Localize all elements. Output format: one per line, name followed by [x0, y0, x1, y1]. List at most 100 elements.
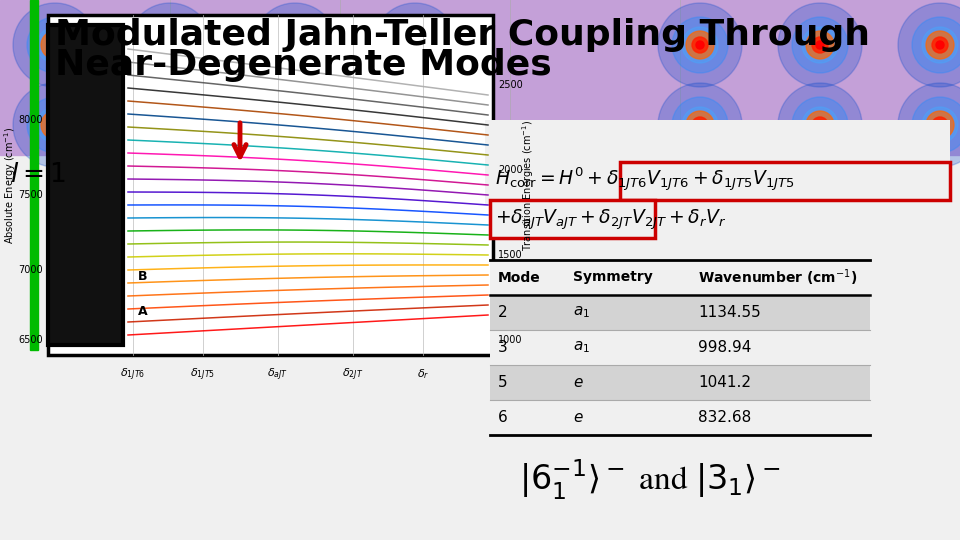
Circle shape [287, 37, 303, 53]
Circle shape [407, 37, 423, 53]
Bar [490, 400, 870, 435]
Text: 2: 2 [498, 305, 508, 320]
Bar [0, 0, 960, 155]
Text: 998.94: 998.94 [698, 340, 752, 355]
Circle shape [926, 111, 954, 139]
Circle shape [142, 17, 198, 73]
Circle shape [37, 27, 73, 63]
Text: $H_{\mathrm{corr}} = H^0 + \delta_{1JT6}V_{1JT6} + \delta_{1JT5}V_{1JT5}$: $H_{\mathrm{corr}} = H^0 + \delta_{1JT6}… [495, 166, 795, 194]
Text: $\delta_{1JT5}$: $\delta_{1JT5}$ [190, 367, 216, 383]
Circle shape [373, 3, 457, 87]
Circle shape [692, 117, 708, 133]
Text: 7500: 7500 [18, 190, 43, 200]
Circle shape [37, 107, 73, 143]
Circle shape [27, 17, 83, 73]
Circle shape [936, 121, 944, 129]
Circle shape [922, 27, 958, 63]
Circle shape [778, 83, 862, 167]
Text: 832.68: 832.68 [698, 410, 752, 425]
Circle shape [166, 121, 174, 129]
Circle shape [267, 97, 323, 153]
Text: Wavenumber (cm$^{-1}$): Wavenumber (cm$^{-1}$) [698, 267, 857, 288]
Text: $\delta_r$: $\delta_r$ [417, 367, 429, 381]
Text: Modulated Jahn-Teller Coupling Through: Modulated Jahn-Teller Coupling Through [55, 18, 870, 52]
Circle shape [802, 27, 838, 63]
Circle shape [672, 17, 728, 73]
Circle shape [47, 117, 63, 133]
Circle shape [682, 107, 718, 143]
Circle shape [387, 17, 443, 73]
Circle shape [156, 111, 184, 139]
Text: B: B [138, 270, 148, 283]
Circle shape [411, 41, 419, 49]
Text: Mode: Mode [498, 271, 540, 285]
Text: $\delta_{2JT}$: $\delta_{2JT}$ [343, 367, 364, 383]
Circle shape [802, 107, 838, 143]
Text: 3: 3 [498, 340, 508, 355]
Circle shape [696, 121, 704, 129]
Circle shape [41, 31, 69, 59]
Circle shape [686, 31, 714, 59]
Circle shape [291, 41, 299, 49]
Circle shape [281, 111, 309, 139]
Circle shape [411, 121, 419, 129]
Circle shape [922, 107, 958, 143]
Bar [620, 162, 950, 200]
Circle shape [658, 83, 742, 167]
Text: 1134.55: 1134.55 [698, 305, 760, 320]
Text: 1500: 1500 [498, 250, 522, 260]
Circle shape [13, 3, 97, 87]
Text: $+\delta_{aJT}V_{aJT} + \delta_{2JT}V_{2JT} + \delta_r V_r$: $+\delta_{aJT}V_{aJT} + \delta_{2JT}V_{2… [495, 208, 726, 232]
Text: Symmetry: Symmetry [573, 271, 653, 285]
Circle shape [812, 117, 828, 133]
Text: $\delta_{aJT}$: $\delta_{aJT}$ [268, 367, 289, 383]
Circle shape [816, 41, 824, 49]
Text: 8000: 8000 [18, 115, 43, 125]
Circle shape [792, 97, 848, 153]
Circle shape [13, 83, 97, 167]
Circle shape [128, 3, 212, 87]
Text: $a_1$: $a_1$ [573, 305, 590, 320]
Text: $a_1$: $a_1$ [573, 340, 590, 355]
Circle shape [253, 83, 337, 167]
Circle shape [792, 17, 848, 73]
Text: $e$: $e$ [573, 410, 584, 425]
Circle shape [27, 97, 83, 153]
Text: A: A [138, 305, 148, 318]
Circle shape [936, 41, 944, 49]
Circle shape [287, 117, 303, 133]
Circle shape [162, 117, 178, 133]
Circle shape [156, 31, 184, 59]
Bar [490, 330, 870, 365]
Circle shape [128, 83, 212, 167]
Circle shape [397, 107, 433, 143]
Circle shape [932, 117, 948, 133]
Circle shape [686, 111, 714, 139]
Bar [48, 25, 123, 345]
Bar [490, 260, 870, 295]
Circle shape [277, 107, 313, 143]
Text: $|6_1^{-1}\rangle^-$ and $|3_1\rangle^-$: $|6_1^{-1}\rangle^-$ and $|3_1\rangle^-$ [519, 458, 780, 502]
Text: 1000: 1000 [498, 335, 522, 345]
Text: Transition Energies (cm$^{-1}$): Transition Energies (cm$^{-1}$) [520, 119, 536, 251]
Circle shape [696, 41, 704, 49]
Circle shape [166, 41, 174, 49]
Text: 5: 5 [498, 375, 508, 390]
Circle shape [401, 111, 429, 139]
Circle shape [291, 121, 299, 129]
Circle shape [682, 27, 718, 63]
Circle shape [407, 117, 423, 133]
Circle shape [912, 17, 960, 73]
Circle shape [898, 3, 960, 87]
Circle shape [142, 97, 198, 153]
Circle shape [373, 83, 457, 167]
Circle shape [51, 121, 59, 129]
Circle shape [281, 31, 309, 59]
Circle shape [51, 41, 59, 49]
Text: 2000: 2000 [498, 165, 522, 175]
Circle shape [397, 27, 433, 63]
Text: $\delta_{1JT6}$: $\delta_{1JT6}$ [120, 367, 146, 383]
Circle shape [162, 37, 178, 53]
Text: 2500: 2500 [498, 80, 523, 90]
Bar [30, 0, 38, 350]
